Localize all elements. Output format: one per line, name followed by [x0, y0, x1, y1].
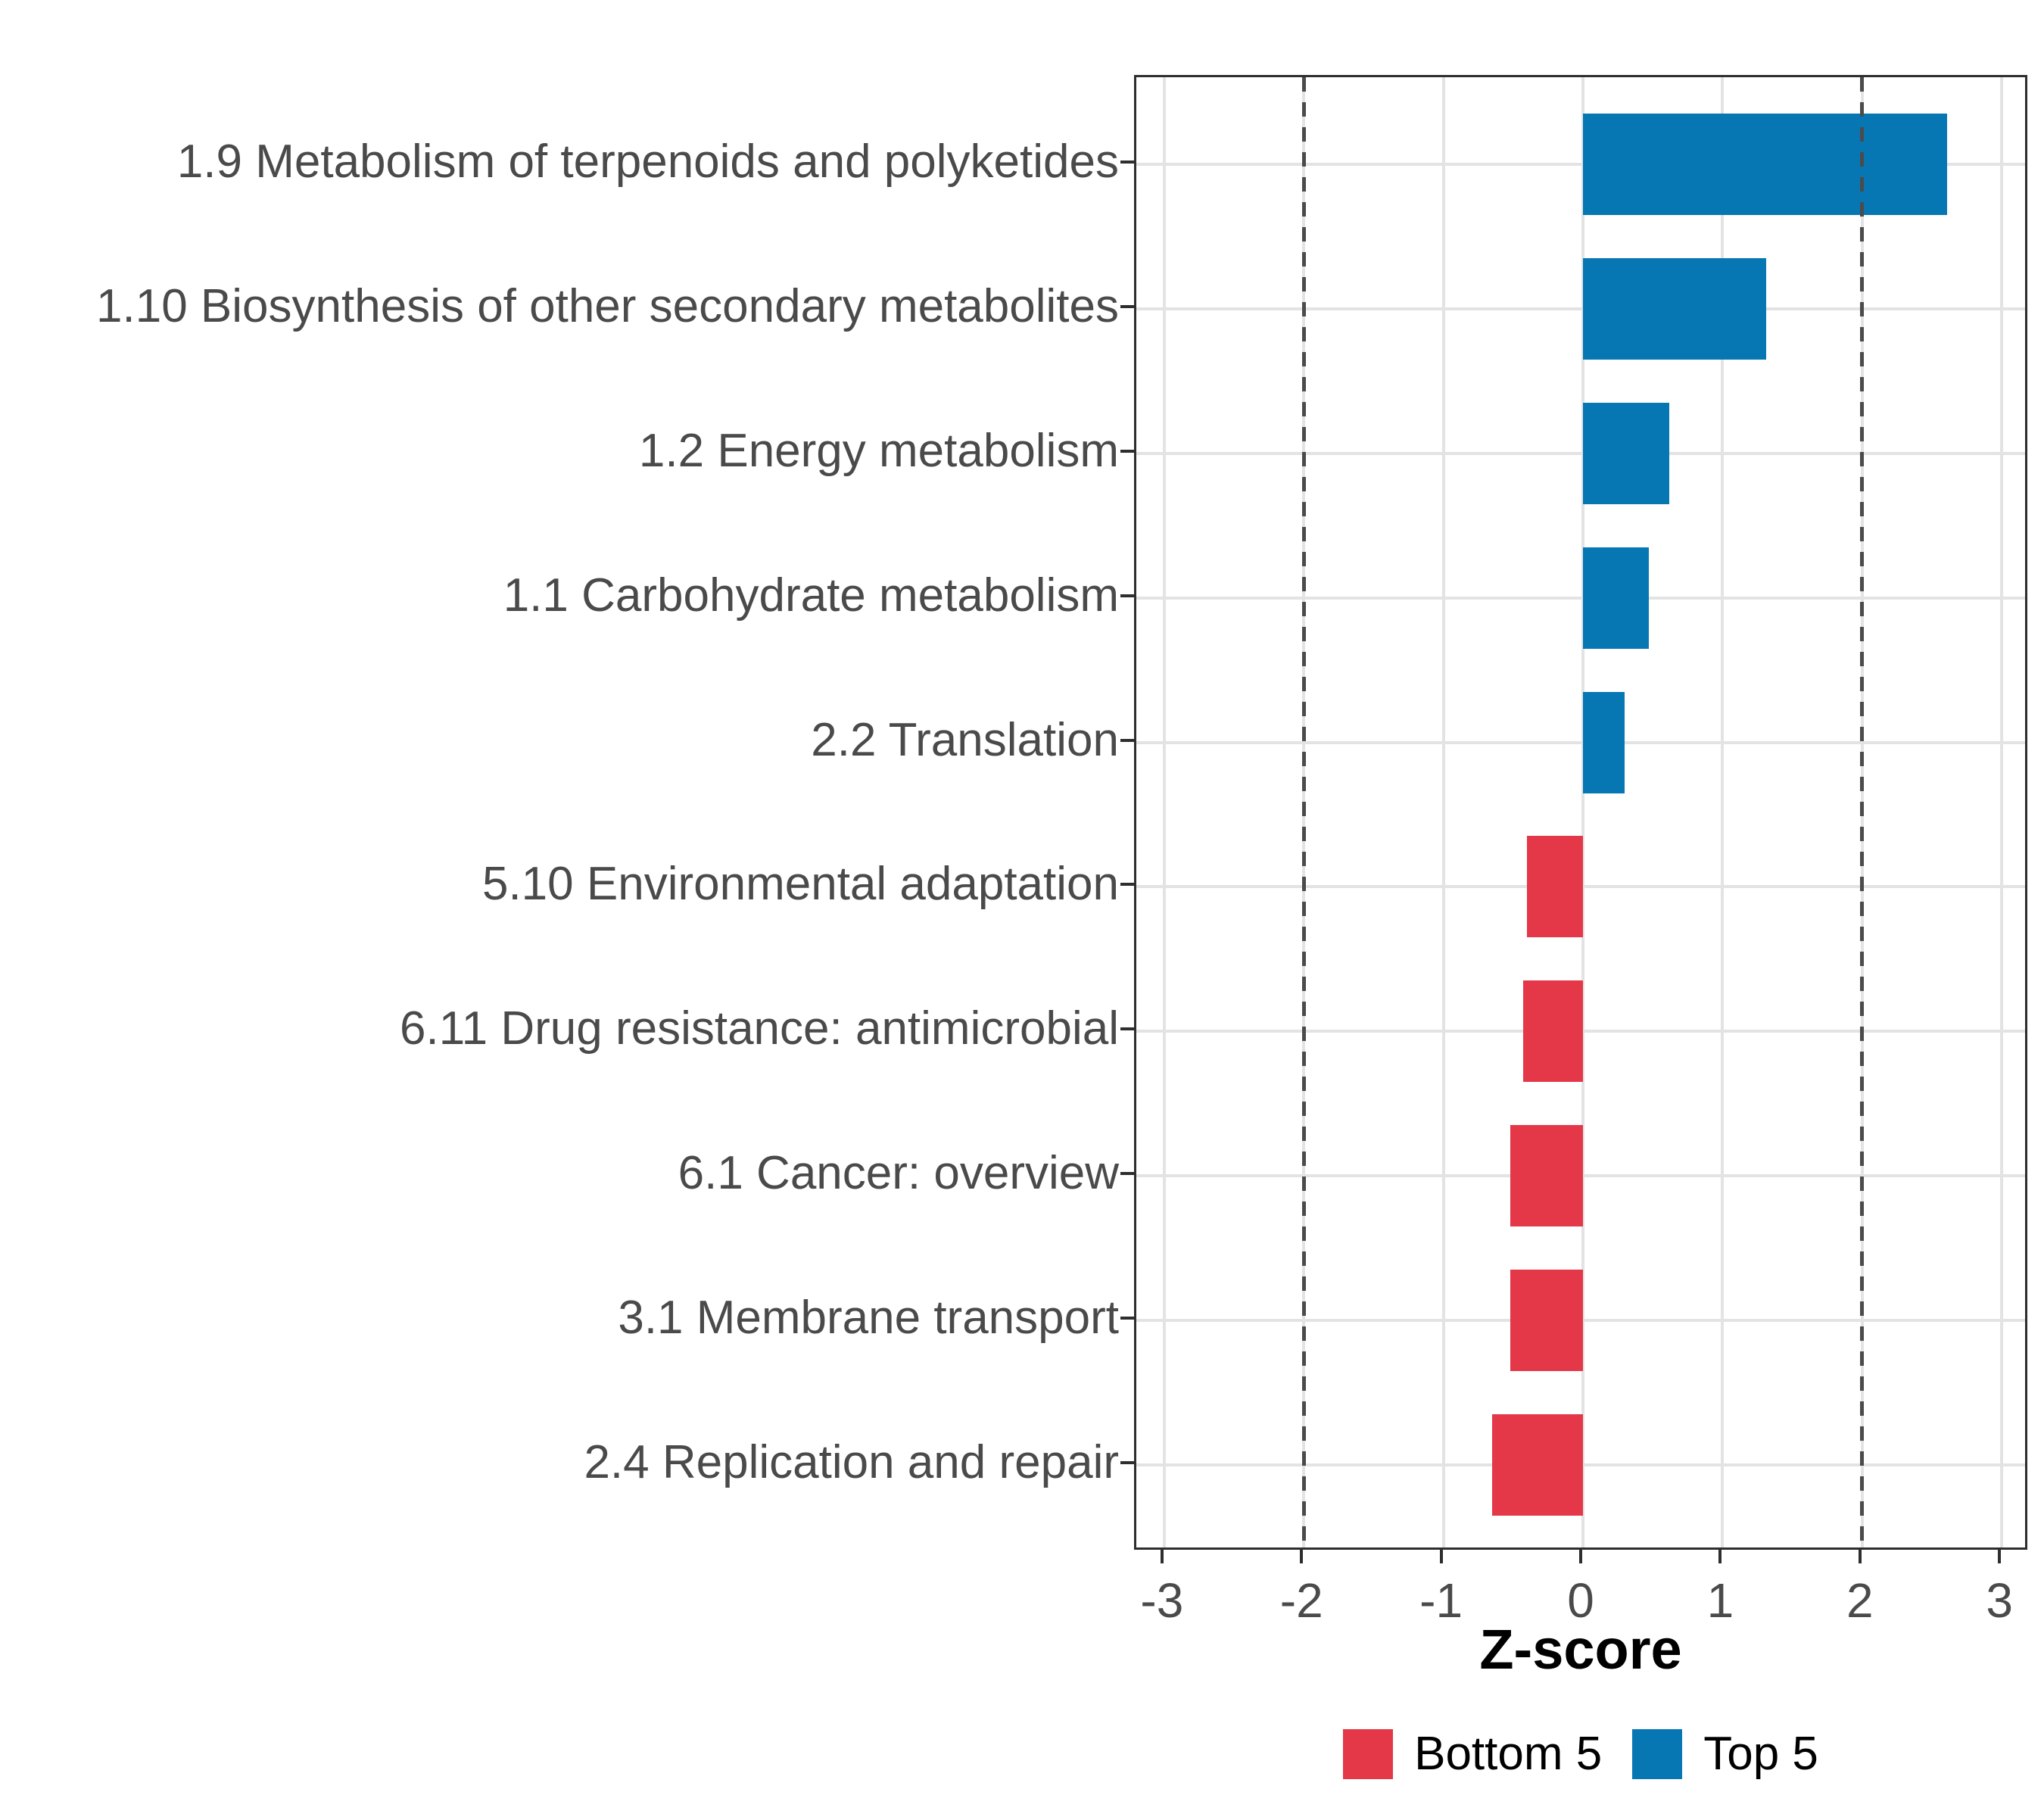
y-axis-label: 1.10 Biosynthesis of other secondary met…: [96, 279, 1119, 332]
y-axis-label: 1.9 Metabolism of terpenoids and polyket…: [176, 135, 1119, 188]
x-gridline: [2000, 77, 2004, 1547]
y-tick: [1120, 594, 1134, 597]
x-tick: [1439, 1550, 1443, 1563]
legend-item-bottom-5: Bottom 5: [1343, 1729, 1602, 1779]
bar-8: [1510, 1125, 1583, 1227]
x-tick: [1160, 1550, 1164, 1563]
y-axis-label: 2.4 Replication and repair: [584, 1436, 1119, 1489]
y-gridline: [1136, 451, 2025, 455]
x-axis-title: Z-score: [1479, 1618, 1682, 1681]
y-tick: [1120, 1027, 1134, 1031]
y-axis-label: 2.2 Translation: [811, 713, 1119, 766]
bar-5: [1583, 691, 1625, 793]
x-tick: [1858, 1550, 1862, 1563]
legend-label: Bottom 5: [1414, 1728, 1603, 1780]
reference-line: [1860, 77, 1865, 1547]
y-tick: [1120, 304, 1134, 308]
x-tick: [1718, 1550, 1722, 1563]
bar-2: [1583, 257, 1766, 360]
x-tick: [1998, 1550, 2002, 1563]
bar-7: [1522, 980, 1583, 1083]
y-axis-label: 6.11 Drug resistance: antimicrobial: [400, 1002, 1119, 1055]
y-tick: [1120, 1172, 1134, 1176]
legend-item-top-5: Top 5: [1632, 1729, 1818, 1779]
x-tick: [1300, 1550, 1304, 1563]
y-tick: [1120, 1461, 1134, 1465]
y-axis-label: 1.2 Energy metabolism: [638, 424, 1119, 477]
y-tick: [1120, 1317, 1134, 1320]
x-tick: [1579, 1550, 1582, 1563]
legend-swatch: [1632, 1729, 1683, 1779]
bar-4: [1583, 547, 1649, 649]
y-tick: [1120, 449, 1134, 453]
x-tick-label: 3: [1986, 1573, 2013, 1628]
y-tick: [1120, 160, 1134, 164]
x-gridline: [1581, 77, 1584, 1547]
legend-label: Top 5: [1703, 1728, 1818, 1780]
bar-6: [1527, 836, 1583, 938]
bar-3: [1583, 402, 1670, 504]
y-axis-label: 1.1 Carbohydrate metabolism: [503, 569, 1119, 622]
x-gridline: [1441, 77, 1445, 1547]
y-axis-label: 6.1 Cancer: overview: [678, 1147, 1119, 1200]
bar-10: [1492, 1414, 1583, 1516]
y-axis-label: 5.10 Environmental adaptation: [481, 858, 1119, 911]
y-axis-label: 3.1 Membrane transport: [618, 1292, 1119, 1345]
x-tick-label: 0: [1567, 1573, 1594, 1628]
y-tick: [1120, 738, 1134, 742]
x-gridline: [1162, 77, 1166, 1547]
x-gridline: [1721, 77, 1725, 1547]
x-tick-label: -1: [1419, 1573, 1463, 1628]
y-gridline: [1136, 596, 2025, 600]
legend: Bottom 5 Top 5: [1134, 1728, 2027, 1780]
bar-9: [1510, 1270, 1583, 1372]
plot-panel: [1134, 75, 2027, 1550]
x-tick-label: 2: [1846, 1573, 1874, 1628]
y-tick: [1120, 883, 1134, 887]
x-tick-label: 1: [1706, 1573, 1734, 1628]
x-tick-label: -2: [1279, 1573, 1323, 1628]
x-tick-label: -3: [1140, 1573, 1184, 1628]
legend-swatch: [1343, 1729, 1394, 1779]
y-gridline: [1136, 162, 2025, 166]
reference-line: [1301, 77, 1306, 1547]
y-gridline: [1136, 307, 2025, 310]
y-gridline: [1136, 740, 2025, 744]
bar-1: [1583, 113, 1948, 215]
